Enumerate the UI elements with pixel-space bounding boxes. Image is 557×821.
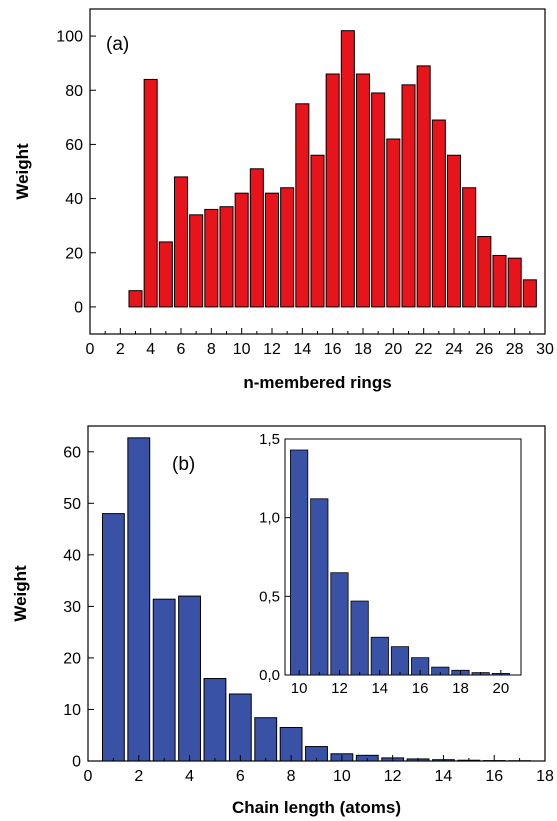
x-tick-label-20: 20	[384, 341, 402, 358]
inset-x-tick-label-20: 20	[492, 680, 509, 697]
inset-bar-14	[370, 636, 389, 676]
y-tick-label-50: 50	[63, 496, 81, 513]
bar-4	[143, 78, 158, 308]
x-tick-label-2: 2	[116, 341, 125, 358]
bar-12	[264, 192, 280, 308]
x-tick-label-8: 8	[207, 341, 216, 358]
bar-10	[234, 192, 249, 308]
y-axis-title: Weight	[11, 565, 30, 622]
x-tick-label-18: 18	[536, 768, 554, 785]
x-tick-label-10: 10	[233, 341, 251, 358]
bar-13	[280, 187, 295, 308]
bar-29	[522, 279, 537, 308]
inset-bar-10	[290, 449, 309, 676]
inset-y-tick-label-3: 1,5	[259, 431, 280, 448]
y-tick-label-30: 30	[63, 599, 81, 616]
x-tick-label-16: 16	[485, 768, 503, 785]
x-axis-title: Chain length (atoms)	[232, 798, 401, 817]
y-tick-label-80: 80	[65, 83, 83, 100]
inset-bar-12	[330, 572, 349, 676]
bar-1	[101, 513, 125, 762]
x-tick-label-28: 28	[506, 341, 524, 358]
y-tick-label-40: 40	[63, 547, 81, 564]
y-tick-label-60: 60	[63, 444, 81, 461]
x-tick-label-0: 0	[84, 768, 93, 785]
x-tick-label-18: 18	[354, 341, 372, 358]
x-tick-label-4: 4	[146, 341, 155, 358]
x-tick-label-26: 26	[475, 341, 493, 358]
inset-x-tick-label-14: 14	[371, 680, 388, 697]
bar-28	[507, 257, 522, 308]
bar-22	[416, 65, 431, 308]
inset-x-tick-label-10: 10	[291, 680, 308, 697]
bar-20	[386, 138, 401, 308]
bar-25	[462, 187, 477, 308]
x-tick-label-16: 16	[324, 341, 342, 358]
bar-14	[295, 103, 310, 308]
y-tick-label-60: 60	[65, 137, 83, 154]
y-tick-label-10: 10	[63, 702, 81, 719]
bar-3	[152, 598, 176, 762]
x-tick-label-24: 24	[445, 341, 463, 358]
bar-5	[203, 678, 227, 762]
bar-4	[178, 595, 201, 762]
bar-18	[355, 73, 371, 308]
x-tick-label-6: 6	[236, 768, 245, 785]
bar-6	[173, 176, 189, 308]
y-tick-label-40: 40	[65, 191, 83, 208]
inset-y-tick-label-2: 1,0	[259, 510, 280, 527]
bar-7	[189, 214, 204, 308]
inset-x-tick-label-12: 12	[331, 680, 348, 697]
bar-7	[254, 717, 278, 762]
panel-a-chart: 0 2 4 6 8 10 12 14 16 18 20 22 24 26 28 30020406080100n…	[13, 8, 554, 392]
bar-11	[249, 168, 264, 308]
x-tick-label-4: 4	[185, 768, 194, 785]
bar-16	[325, 73, 340, 308]
bar-26	[477, 236, 492, 308]
panel-label: (a)	[106, 34, 129, 55]
x-tick-label-22: 22	[415, 341, 433, 358]
inset-x-tick-label-16: 16	[412, 680, 429, 697]
y-tick-label-20: 20	[65, 245, 83, 262]
x-tick-label-2: 2	[134, 768, 143, 785]
bar-24	[446, 154, 462, 308]
x-tick-label-12: 12	[263, 341, 281, 358]
x-tick-label-30: 30	[536, 341, 554, 358]
inset-y-tick-label-0: 0,0	[259, 667, 280, 684]
x-tick-label-6: 6	[177, 341, 186, 358]
x-tick-label-0: 0	[86, 341, 95, 358]
bar-21	[401, 84, 416, 308]
bar-8	[204, 208, 219, 308]
panel-b-inset-chart: 10 12 14 16 18 20 0,0 0,5 1,0 1,5	[259, 431, 522, 697]
x-tick-label-14: 14	[435, 768, 453, 785]
inset-bar-13	[350, 600, 369, 676]
bar-5	[158, 241, 173, 308]
y-tick-label-0: 0	[72, 754, 81, 771]
bar-23	[431, 119, 446, 308]
y-tick-label-100: 100	[56, 29, 83, 46]
inset-bar-11	[310, 498, 329, 676]
bar-2	[127, 437, 151, 762]
bar-27	[492, 254, 507, 308]
panel-b-chart: 0 2 4 6 8 10 12 14 16 18 0 10 20 30 40 50 60 Chain length…	[11, 425, 554, 817]
bar-9	[219, 206, 234, 308]
x-tick-label-8: 8	[287, 768, 296, 785]
panel-label: (b)	[172, 454, 195, 475]
x-tick-label-10: 10	[333, 768, 351, 785]
bar-17	[340, 30, 355, 308]
x-tick-label-12: 12	[384, 768, 402, 785]
bar-15	[310, 154, 325, 308]
inset-y-tick-label-1: 0,5	[259, 588, 280, 605]
bar-3	[128, 290, 143, 308]
x-axis-title: n-membered rings	[243, 373, 391, 392]
inset-bar-15	[390, 646, 410, 676]
x-tick-label-14: 14	[293, 341, 311, 358]
y-axis-title: Weight	[13, 143, 32, 200]
bar-6	[228, 693, 252, 762]
y-tick-label-0: 0	[74, 299, 83, 316]
y-tick-label-20: 20	[63, 650, 81, 667]
bar-19	[371, 92, 386, 308]
inset-x-tick-label-18: 18	[452, 680, 469, 697]
